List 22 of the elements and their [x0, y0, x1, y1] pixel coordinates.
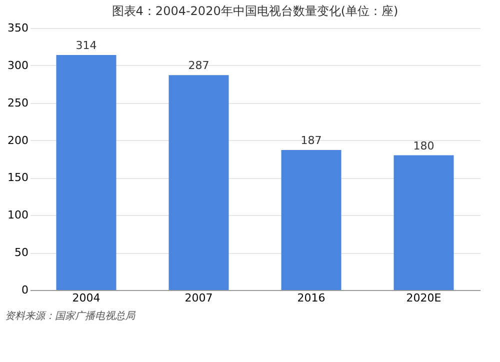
- bar: [168, 75, 229, 290]
- data-label: 314: [76, 38, 97, 52]
- bar: [394, 155, 454, 290]
- y-tick-label: 100: [8, 208, 28, 222]
- x-tick-label: 2004: [72, 292, 100, 304]
- bar: [281, 150, 342, 290]
- data-label: 180: [413, 139, 434, 152]
- x-tick-label: 2016: [297, 292, 326, 304]
- y-tick-label: 50: [14, 246, 28, 260]
- data-label: 187: [300, 134, 322, 148]
- data-label: 287: [188, 59, 210, 72]
- y-tick-label: 200: [8, 134, 28, 147]
- y-tick-label: 300: [8, 58, 28, 72]
- y-tick-label: 0: [22, 284, 28, 296]
- x-tick-label: 2020E: [406, 292, 442, 304]
- y-tick-label: 150: [8, 171, 28, 184]
- y-tick-label: 350: [8, 22, 28, 34]
- chart-title: 图表4：2004-2020年中国电视台数量变化(单位：座): [112, 4, 398, 18]
- y-tick-label: 250: [8, 96, 28, 110]
- text: 资料来源：国家广播电视总局: [5, 310, 136, 322]
- x-tick-label: 2007: [184, 292, 213, 304]
- bar: [56, 54, 116, 290]
